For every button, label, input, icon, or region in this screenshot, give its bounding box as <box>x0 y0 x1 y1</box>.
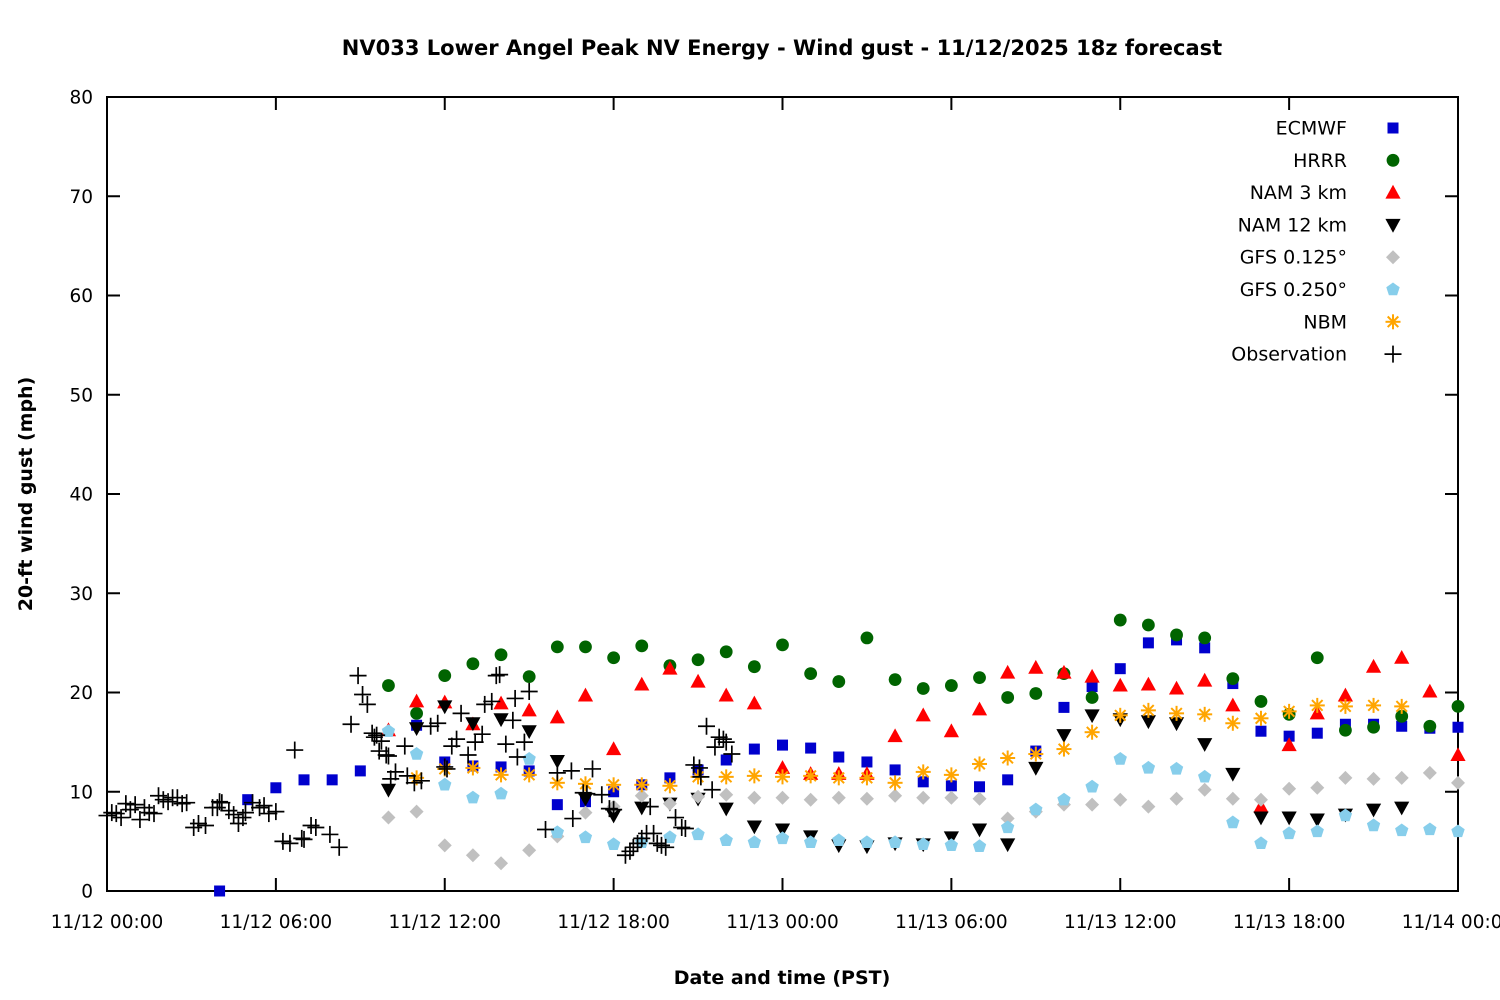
series-nbm <box>409 697 1410 794</box>
legend-item-nbm: NBM <box>1303 311 1401 333</box>
x-tick-label: 11/13 18:00 <box>1233 912 1346 933</box>
legend-label: HRRR <box>1293 150 1347 172</box>
series-ecmwf <box>214 634 1464 897</box>
y-tick-label: 30 <box>69 584 93 605</box>
y-tick-label: 10 <box>69 782 93 803</box>
circle-legend-marker-icon <box>1386 153 1400 167</box>
y-tick-label: 70 <box>69 187 93 208</box>
legend-label: NAM 12 km <box>1238 214 1347 236</box>
legend-item-gfs-0-125-: GFS 0.125° <box>1240 247 1400 269</box>
x-tick-label: 11/12 00:00 <box>51 912 164 933</box>
square-legend-marker-icon <box>1387 122 1399 134</box>
x-axis-title: Date and time (PST) <box>674 967 891 989</box>
series-hrrr <box>382 613 1465 737</box>
legend-item-hrrr: HRRR <box>1293 150 1400 172</box>
legend-label: NBM <box>1303 311 1347 333</box>
series-gfs-0-250- <box>381 724 1465 852</box>
y-tick-label: 80 <box>69 88 93 109</box>
chart-title: NV033 Lower Angel Peak NV Energy - Wind … <box>342 36 1222 60</box>
x-tick-label: 11/13 06:00 <box>895 912 1008 933</box>
series-gfs-0-125- <box>381 765 1465 871</box>
pentagon-legend-marker-icon <box>1386 282 1400 296</box>
diamond-legend-marker-icon <box>1386 250 1400 265</box>
y-tick-label: 40 <box>69 485 93 506</box>
y-tick-label: 50 <box>69 385 93 406</box>
legend-label: NAM 3 km <box>1250 182 1347 204</box>
legend-item-observation: Observation <box>1231 344 1402 366</box>
y-axis-title: 20-ft wind gust (mph) <box>15 377 37 612</box>
plus-legend-marker-icon <box>1384 345 1402 363</box>
chart-legend: ECMWF HRRR NAM 3 km NAM 12 km GFS 0.125° GFS … <box>1231 118 1402 366</box>
y-tick-label: 0 <box>81 882 93 903</box>
x-tick-label: 11/12 12:00 <box>388 912 501 933</box>
legend-label: GFS 0.250° <box>1240 279 1347 301</box>
x-tick-label: 11/12 18:00 <box>557 912 670 933</box>
triangle-down-legend-marker-icon <box>1385 218 1401 233</box>
legend-label: Observation <box>1231 344 1347 366</box>
y-tick-label: 20 <box>69 683 93 704</box>
legend-item-gfs-0-250-: GFS 0.250° <box>1240 279 1400 301</box>
triangle-up-legend-marker-icon <box>1385 184 1401 199</box>
legend-label: GFS 0.125° <box>1240 247 1347 269</box>
legend-item-ecmwf: ECMWF <box>1276 118 1399 140</box>
x-tick-label: 11/14 00:00 <box>1402 912 1500 933</box>
axis-ticks: 11/12 00:00 11/12 06:00 11/12 12:00 11/12 1… <box>51 88 1500 934</box>
y-tick-label: 60 <box>69 286 93 307</box>
series-observation <box>98 666 741 864</box>
x-tick-label: 11/12 06:00 <box>220 912 333 933</box>
series-nam-3-km <box>380 649 1466 813</box>
x-tick-label: 11/13 12:00 <box>1064 912 1177 933</box>
data-points-layer <box>98 613 1466 897</box>
legend-item-nam-3-km: NAM 3 km <box>1250 182 1401 204</box>
legend-label: ECMWF <box>1276 118 1347 140</box>
legend-item-nam-12-km: NAM 12 km <box>1238 214 1401 236</box>
asterisk-legend-marker-icon <box>1385 314 1401 330</box>
x-tick-label: 11/13 00:00 <box>726 912 839 933</box>
